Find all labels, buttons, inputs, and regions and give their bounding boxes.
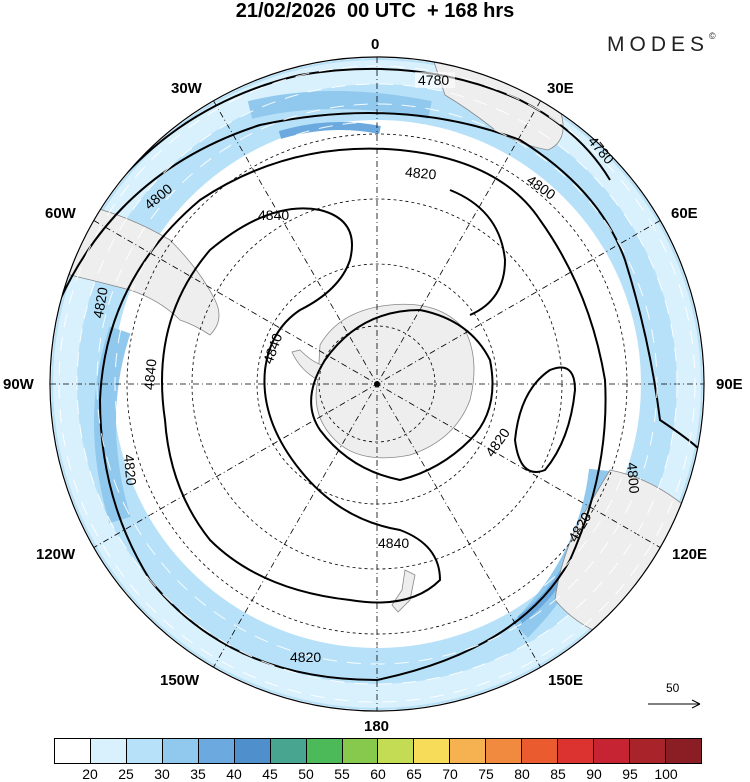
colorbar-label: 85 — [550, 766, 566, 782]
lon-label-90w: 90W — [3, 376, 34, 393]
colorbar-cell — [450, 739, 487, 763]
contour-label: 4800 — [624, 462, 643, 495]
colorbar-cell — [665, 739, 701, 763]
colorbar-cell — [486, 739, 523, 763]
colorbar-label: 65 — [406, 766, 422, 782]
south-pole-marker — [374, 381, 380, 387]
lon-label-30e: 30E — [547, 80, 574, 97]
colorbar-cell — [55, 739, 91, 763]
lon-label-30w: 30W — [171, 80, 202, 97]
brand-name: MODES — [607, 33, 710, 56]
contour-label: 4820 — [482, 425, 513, 460]
contour-label: 4820 — [290, 649, 321, 665]
contour-4820-inner — [310, 308, 494, 482]
lon-label-150w: 150W — [160, 672, 200, 689]
colorbar-cell — [342, 739, 379, 763]
colorbar-label: 50 — [298, 766, 314, 782]
colorbar-label: 20 — [82, 766, 98, 782]
colorbar-cell — [558, 739, 595, 763]
colorbar-cell — [198, 739, 235, 763]
colorbar-label: 100 — [654, 766, 678, 782]
lon-label-90e: 90E — [716, 376, 743, 393]
contour-label: 4840 — [260, 331, 286, 366]
colorbar — [54, 738, 702, 764]
colorbar-label: 25 — [118, 766, 134, 782]
contour-label: 4840 — [378, 535, 409, 551]
copyright-mark: © — [709, 31, 716, 41]
lon-label-0: 0 — [371, 36, 380, 53]
colorbar-cell — [522, 739, 559, 763]
lon-label-180: 180 — [364, 718, 390, 735]
colorbar-label: 45 — [262, 766, 278, 782]
colorbar-cell — [126, 739, 163, 763]
contour-4840-west — [161, 207, 442, 604]
colorbar-label: 95 — [622, 766, 638, 782]
contour-4820 — [98, 147, 607, 682]
colorbar-cell — [594, 739, 630, 763]
colorbar-cell — [378, 739, 415, 763]
contour-label: 4820 — [121, 454, 140, 487]
map-boundary — [49, 56, 705, 712]
wind-speed-max-north — [278, 122, 381, 139]
colorbar-cell — [234, 739, 271, 763]
colorbar-label: 75 — [478, 766, 494, 782]
colorbar-label: 80 — [514, 766, 530, 782]
colorbar-cell — [270, 739, 307, 763]
colorbar-cell — [90, 739, 127, 763]
contour-label: 4840 — [141, 358, 160, 391]
colorbar-label: 35 — [190, 766, 206, 782]
map-title: 21/02/2026 00 UTC + 168 hrs — [235, 0, 515, 22]
colorbar-label: 40 — [226, 766, 242, 782]
lon-label-60e: 60E — [671, 205, 698, 222]
colorbar-cell — [162, 739, 199, 763]
contour-label: 4820 — [405, 164, 438, 183]
colorbar-cell — [630, 739, 666, 763]
antarctic-peninsula — [291, 349, 323, 381]
lon-label-60w: 60W — [45, 205, 76, 222]
antarctica — [315, 303, 475, 459]
contour-4840-north — [449, 189, 507, 316]
new-zealand — [391, 569, 416, 613]
colorbar-label: 55 — [334, 766, 350, 782]
contour-4840-east — [513, 366, 577, 473]
colorbar-label: 70 — [442, 766, 458, 782]
contour-label: 4780 — [418, 72, 449, 88]
height-contours — [59, 67, 701, 682]
contour-label: 4820 — [90, 286, 111, 320]
reference-vector-label: 50 — [666, 681, 680, 695]
lon-label-120w: 120W — [36, 546, 76, 563]
brand-logo: MODES© — [607, 31, 716, 57]
colorbar-cell — [414, 739, 451, 763]
lon-label-120e: 120E — [672, 546, 708, 563]
contour-label: 4840 — [258, 207, 289, 223]
contour-4780 — [69, 67, 611, 251]
colorbar-label: 30 — [154, 766, 170, 782]
colorbar-label: 60 — [370, 766, 386, 782]
wind-streamlines — [58, 65, 696, 703]
lon-label-150e: 150E — [548, 672, 584, 689]
colorbar-cell — [306, 739, 343, 763]
reference-vector-arrow — [648, 699, 701, 709]
colorbar-label: 90 — [586, 766, 602, 782]
